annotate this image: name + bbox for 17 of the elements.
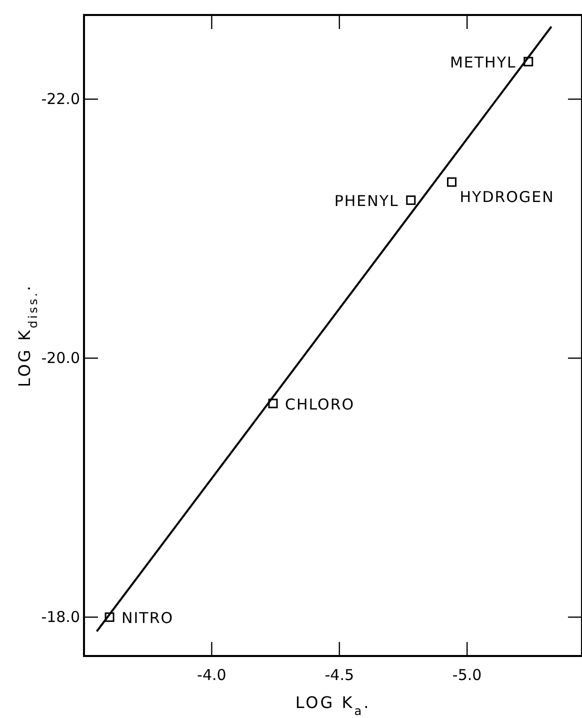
x-axis-title: LOG K$_{a}$. <box>295 693 371 718</box>
annotation: METHYL <box>450 54 516 72</box>
y-tick-label: -22.0 <box>41 90 80 108</box>
point <box>524 56 534 66</box>
y-tick-label: -20.0 <box>41 349 80 368</box>
annotation: HYDROGEN <box>460 188 554 206</box>
x-tick-label: -4.0 <box>197 666 226 684</box>
point <box>447 177 457 187</box>
point <box>406 195 416 205</box>
x-tick-label: -4.5 <box>324 666 354 684</box>
x-tick-label: -5.0 <box>452 666 482 684</box>
point <box>104 612 114 622</box>
annotation: PHENYL <box>334 192 399 210</box>
annotation: CHLORO <box>284 395 355 414</box>
y-tick-label: -18.0 <box>41 608 80 626</box>
annotation: NITRO <box>122 609 174 628</box>
point <box>268 398 278 408</box>
